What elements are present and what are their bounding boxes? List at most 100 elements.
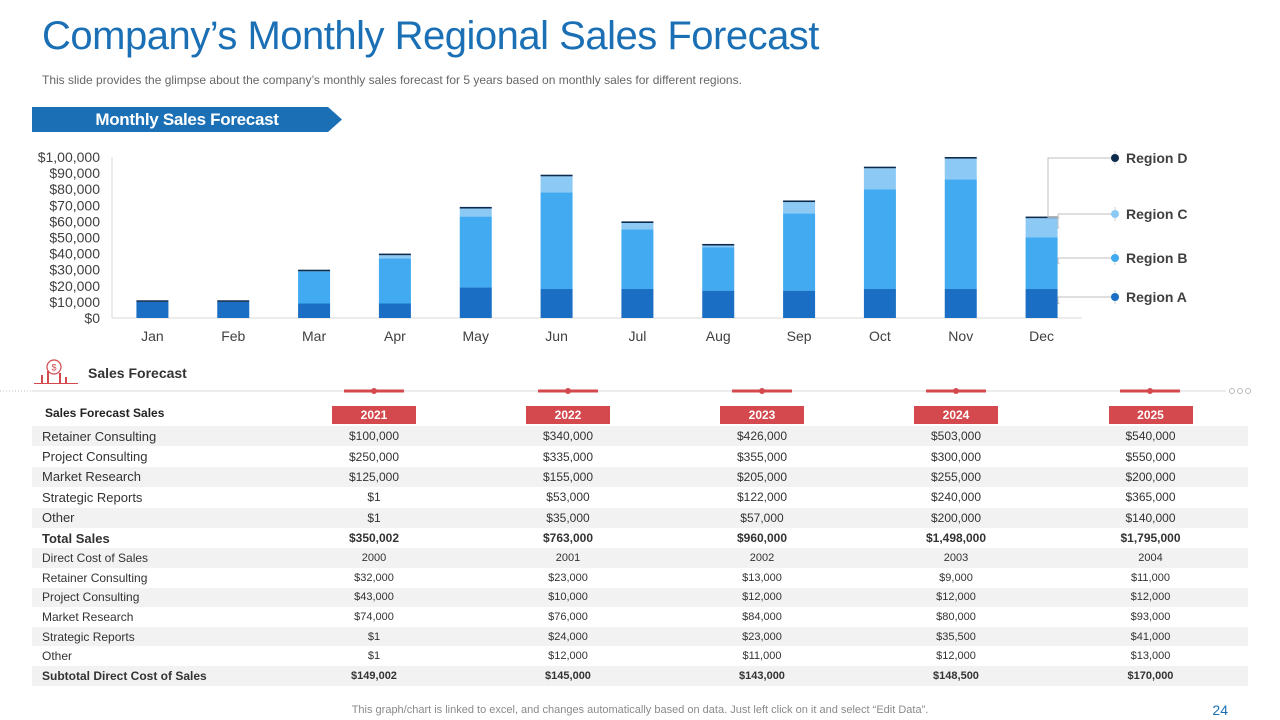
table-cell: $763,000 — [542, 531, 594, 546]
table-cell: $122,000 — [736, 490, 788, 505]
sales-forecast-title: Sales Forecast — [88, 365, 187, 381]
x-tick-label: Mar — [302, 328, 326, 344]
page-subtitle: This slide provides the glimpse about th… — [42, 73, 742, 87]
table-cell: $240,000 — [930, 490, 982, 505]
table-cell: $93,000 — [1130, 610, 1171, 623]
table-cell: $76,000 — [548, 610, 588, 623]
bar-segment — [944, 289, 977, 318]
monthly-sales-chart: $0$10,000$20,000$30,000$40,000$50,000$60… — [38, 149, 1188, 344]
table-cell: $426,000 — [665, 426, 859, 447]
footer-note: This graph/chart is linked to excel, and… — [351, 704, 929, 716]
bar-segment — [378, 255, 411, 259]
bar-segment — [298, 271, 331, 304]
table-cell: $41,000 — [1053, 626, 1248, 647]
table-cell: $74,000 — [354, 610, 394, 623]
sales-forecast-table: Sales Forecast Sales 2021 2022 2023 2024… — [32, 400, 1248, 686]
table-row: Other $1 $35,000 $57,000 $200,000 $140,0… — [32, 507, 1248, 528]
table-header-label: Sales Forecast Sales — [45, 406, 165, 420]
table-row: Retainer Consulting $32,000 $23,000 $13,… — [32, 568, 1248, 588]
bar-segment — [702, 245, 735, 248]
table-cell: $12,000 — [936, 650, 976, 663]
subtotal-cost-row: Subtotal Direct Cost of Sales $149,002 $… — [32, 665, 1248, 686]
table-cell: 2003 — [859, 548, 1053, 568]
timeline-dot — [759, 388, 765, 394]
bar-segment — [863, 166, 896, 169]
x-tick-label: Dec — [1029, 328, 1054, 344]
table-cell: $149,002 — [277, 665, 471, 686]
direct-cost-header-row: Direct Cost of Sales 2000 2001 2002 2003… — [32, 548, 1248, 568]
bar-segment — [459, 287, 492, 318]
table-cell: $125,000 — [277, 466, 471, 488]
bar-segment — [944, 179, 977, 290]
bar-segment — [298, 303, 331, 318]
row-label: Project Consulting — [42, 449, 148, 465]
chart-section-banner: Monthly Sales Forecast — [32, 107, 342, 132]
table-cell: $145,000 — [471, 665, 665, 686]
legend-leader-line — [1047, 157, 1114, 218]
row-label: Retainer Consulting — [42, 570, 148, 585]
table-cell: $340,000 — [471, 426, 665, 447]
year-badge: 2023 — [720, 405, 804, 424]
sales-forecast-icon: $ — [32, 358, 80, 389]
timeline-dot — [371, 388, 377, 394]
x-tick-label: Jun — [545, 328, 568, 344]
table-row: Strategic Reports $1 $24,000 $23,000 $35… — [32, 626, 1248, 647]
year-column-header: 2024 — [859, 400, 1053, 426]
table-cell: $1 — [367, 650, 381, 663]
row-label: Subtotal Direct Cost of Sales — [32, 665, 277, 686]
bar-segment — [863, 189, 896, 290]
y-tick-label: $90,000 — [49, 165, 100, 181]
bar-segment — [1025, 216, 1058, 219]
bar-segment — [783, 290, 816, 318]
table-cell: $335,000 — [542, 449, 594, 464]
x-tick-label: Feb — [221, 328, 245, 344]
year-badge: 2022 — [526, 405, 610, 424]
x-tick-label: Aug — [706, 328, 731, 344]
table-cell: $12,000 — [1053, 587, 1248, 608]
bar-segment — [1025, 289, 1058, 318]
table-cell: 2002 — [665, 548, 859, 568]
y-tick-label: $40,000 — [49, 246, 100, 262]
y-tick-label: $0 — [84, 310, 100, 326]
row-label: Market Research — [42, 609, 134, 624]
y-tick-label: $50,000 — [49, 230, 100, 246]
table-cell: $350,002 — [348, 531, 400, 546]
y-tick-label: $70,000 — [49, 197, 100, 213]
row-label: Other — [42, 649, 73, 664]
year-column-header: 2025 — [1053, 400, 1248, 426]
table-cell: $13,000 — [742, 571, 782, 584]
bar-segment — [702, 290, 735, 318]
row-label: Market Research — [32, 466, 277, 488]
timeline-dot — [953, 388, 959, 394]
row-label: Other — [32, 507, 277, 528]
table-cell: $205,000 — [665, 466, 859, 488]
table-cell: $200,000 — [859, 507, 1053, 528]
y-tick-label: $30,000 — [49, 262, 100, 278]
bar-segment — [540, 176, 573, 193]
y-tick-label: $60,000 — [49, 213, 100, 229]
table-cell: $255,000 — [859, 466, 1053, 488]
table-row: Other $1 $12,000 $11,000 $12,000 $13,000 — [32, 646, 1248, 666]
table-cell: $32,000 — [354, 571, 394, 584]
bar-segment — [702, 247, 735, 291]
bar-segment — [378, 253, 411, 256]
bar-segment — [944, 157, 977, 159]
year-badge: 2024 — [914, 405, 998, 424]
y-tick-label: $20,000 — [49, 278, 100, 294]
bar-segment — [378, 303, 411, 318]
table-cell: $11,000 — [742, 650, 782, 663]
bar-segment — [459, 216, 492, 288]
bar-segment — [459, 208, 492, 217]
x-tick-label: Jan — [141, 328, 164, 344]
legend-label: Region A — [1126, 289, 1187, 305]
row-label: Retainer Consulting — [32, 426, 277, 447]
legend-marker — [1111, 154, 1119, 162]
year-badge: 2025 — [1108, 405, 1193, 424]
table-cell: $1 — [277, 626, 471, 647]
table-cell: $12,000 — [548, 650, 588, 663]
table-cell: $550,000 — [1125, 449, 1176, 464]
legend-label: Region B — [1126, 250, 1187, 266]
legend-leader-line — [1057, 213, 1114, 229]
table-cell: $140,000 — [1053, 507, 1248, 528]
bar-segment — [136, 301, 169, 318]
